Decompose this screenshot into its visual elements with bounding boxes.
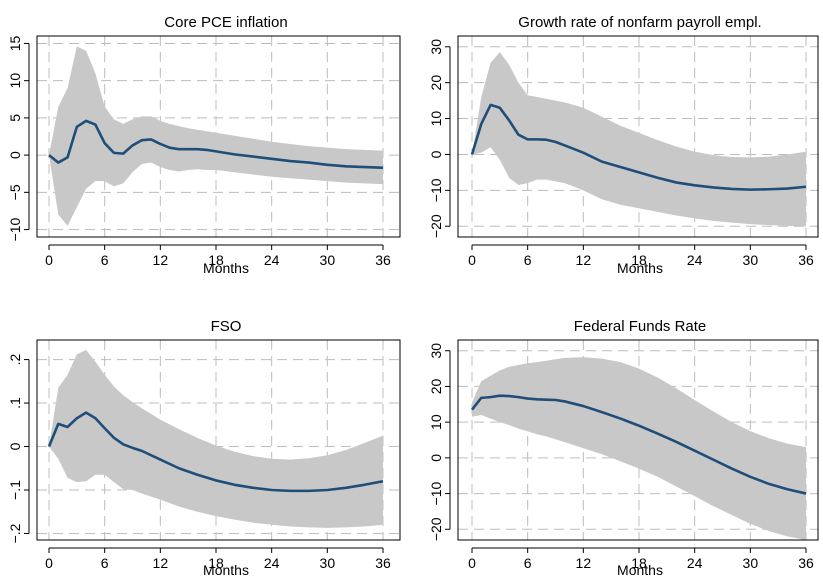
panel-federal-funds-rate: Federal Funds Rate 0 6 12 18 24 30 36 −20 −10 0 10…: [428, 318, 819, 578]
y-tick-label: −20: [428, 517, 444, 541]
y-tick-label: −.2: [7, 523, 23, 543]
y-tick-label: 20: [428, 378, 444, 394]
x-axis-label: Months: [617, 562, 663, 578]
panel-title: FSO: [211, 318, 242, 335]
x-tick-label: 24: [264, 555, 280, 571]
x-tick-label: 12: [153, 555, 169, 571]
confidence-band: [49, 350, 383, 528]
axes: 0 6 12 18 24 30 36 −20 −10 0 10 20 30: [428, 39, 814, 268]
x-tick-label: 18: [208, 555, 224, 571]
x-tick-label: 36: [375, 555, 391, 571]
plot-frame: [36, 339, 401, 541]
y-tick-label: −.1: [7, 480, 23, 500]
confidence-band: [472, 52, 806, 227]
x-tick-label: 30: [743, 252, 759, 268]
x-tick-label: 18: [631, 555, 647, 571]
y-tick-label: 15: [7, 35, 23, 51]
y-tick-label: 0: [7, 442, 23, 450]
y-tick-label: 10: [7, 73, 23, 89]
x-axis-label: Months: [203, 562, 249, 578]
series-line: [48, 119, 384, 170]
series-line: [47, 411, 384, 493]
x-tick-label: 36: [798, 252, 814, 268]
panel-title: Core PCE inflation: [164, 14, 287, 31]
y-tick-label: −10: [7, 217, 23, 241]
axes: 0 6 12 18 24 30 36 −10 −5 0 5 10 15: [7, 35, 391, 268]
x-tick-label: 6: [101, 555, 109, 571]
x-tick-label: 0: [468, 555, 476, 571]
x-tick-label: 18: [208, 252, 224, 268]
x-tick-label: 24: [687, 252, 703, 268]
x-tick-label: 6: [524, 555, 532, 571]
x-tick-label: 6: [524, 252, 532, 268]
panel-title: Federal Funds Rate: [574, 318, 707, 335]
y-tick-label: 20: [428, 75, 444, 91]
x-tick-label: 18: [631, 252, 647, 268]
series-line: [470, 103, 807, 191]
plot-frame: [457, 35, 819, 238]
x-tick-label: 0: [45, 555, 53, 571]
y-tick-label: .2: [7, 354, 23, 366]
y-tick-label: −10: [428, 178, 444, 202]
y-tick-label: 5: [7, 114, 23, 122]
x-tick-label: 12: [576, 555, 592, 571]
panel-core-pce-inflation: Core PCE inflation 0 6 12 18 24 30 36 −10 −5 0 5 10…: [7, 14, 401, 276]
y-tick-label: 0: [428, 150, 444, 158]
x-tick-label: 30: [743, 555, 759, 571]
y-tick-label: 0: [428, 454, 444, 462]
plot-frame: [457, 339, 819, 541]
x-tick-label: 30: [320, 252, 336, 268]
x-tick-label: 24: [687, 555, 703, 571]
axes: 0 6 12 18 24 30 36 −20 −10 0 10 20 30: [428, 343, 814, 571]
x-tick-label: 36: [798, 555, 814, 571]
y-tick-label: 30: [428, 39, 444, 55]
confidence-band: [472, 357, 806, 540]
x-tick-label: 30: [320, 555, 336, 571]
x-axis-label: Months: [617, 260, 663, 276]
y-tick-label: −20: [428, 214, 444, 238]
x-tick-label: 24: [264, 252, 280, 268]
x-tick-label: 0: [468, 252, 476, 268]
plot-frame: [36, 35, 401, 238]
x-tick-label: 36: [375, 252, 391, 268]
y-tick-label: 10: [428, 414, 444, 430]
x-tick-label: 12: [153, 252, 169, 268]
y-tick-label: −5: [7, 184, 23, 200]
x-tick-label: 12: [576, 252, 592, 268]
y-tick-label: .1: [7, 397, 23, 409]
x-axis-label: Months: [203, 260, 249, 276]
y-tick-label: 10: [428, 111, 444, 127]
x-tick-label: 6: [101, 252, 109, 268]
y-tick-label: 0: [7, 151, 23, 159]
x-tick-label: 0: [45, 252, 53, 268]
y-tick-label: −10: [428, 481, 444, 505]
panel-fso: FSO 0 6 12 18 24 30 36 −.2 −.1 0 .1 .2 Months: [7, 318, 401, 578]
axes: 0 6 12 18 24 30 36 −.2 −.1 0 .1 .2: [7, 354, 391, 571]
confidence-band: [49, 46, 383, 226]
series-line: [470, 394, 807, 495]
panel-title: Growth rate of nonfarm payroll empl.: [518, 14, 761, 31]
panel-nonfarm-payroll: Growth rate of nonfarm payroll empl. 0 6 1…: [428, 14, 819, 276]
y-tick-label: 30: [428, 343, 444, 359]
